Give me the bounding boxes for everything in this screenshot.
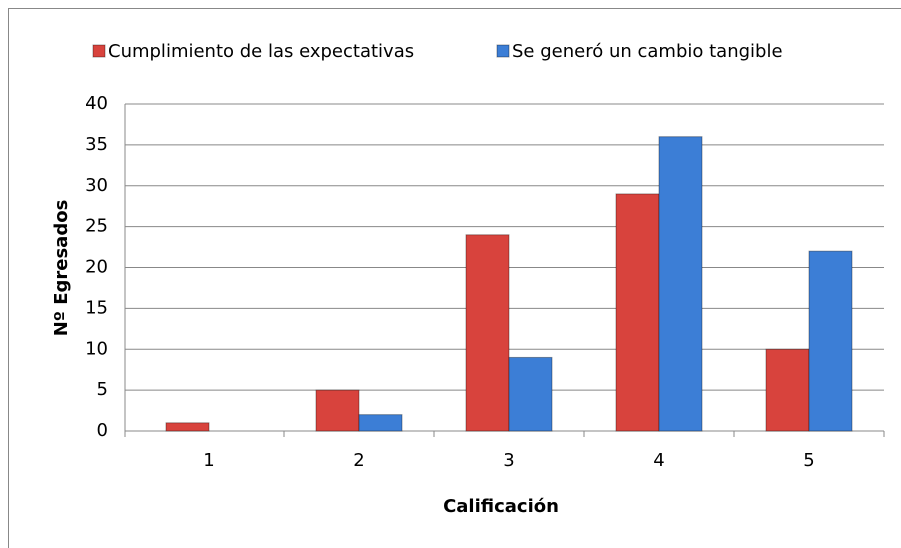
bar [615,193,660,432]
legend-label: Se generó un cambio tangible [512,41,783,62]
y-tick-label: 20 [85,257,108,278]
x-tick-label: 2 [353,450,364,471]
legend-swatch [496,44,510,58]
bar [165,422,210,432]
y-tick-label: 10 [85,338,108,359]
x-tick-label: 3 [503,450,514,471]
x-tick-label: 5 [803,450,814,471]
y-tick-label: 0 [97,420,108,441]
legend-swatch [92,44,106,58]
bar [658,136,703,432]
x-tick-label: 1 [203,450,214,471]
bar [808,250,853,432]
chart-border [8,8,901,548]
y-axis-label: Nº Egresados [51,200,72,337]
y-tick-label: 35 [85,134,108,155]
y-tick-label: 5 [97,379,108,400]
bar [315,389,360,432]
bar [358,414,403,432]
y-tick-label: 25 [85,216,108,237]
bar [465,234,510,432]
y-tick-label: 30 [85,175,108,196]
bar [508,356,553,432]
y-tick-label: 40 [85,93,108,114]
x-tick-label: 4 [653,450,664,471]
bar [765,348,810,432]
legend-label: Cumplimiento de las expectativas [108,41,414,62]
x-axis-label: Calificación [443,496,559,517]
y-tick-label: 15 [85,297,108,318]
